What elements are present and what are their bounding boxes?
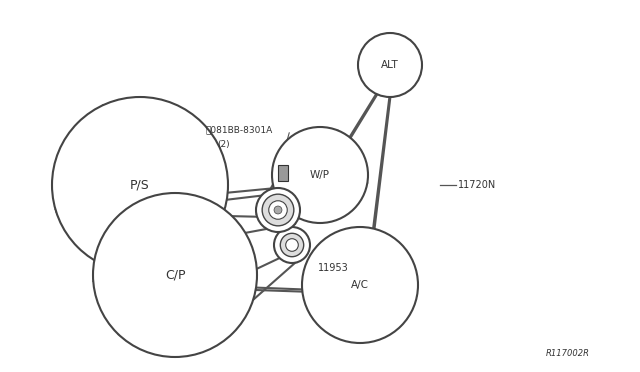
Circle shape xyxy=(302,227,418,343)
Circle shape xyxy=(52,97,228,273)
Circle shape xyxy=(93,193,257,357)
Circle shape xyxy=(274,227,310,263)
Text: P/S: P/S xyxy=(130,179,150,192)
Circle shape xyxy=(358,33,422,97)
Circle shape xyxy=(256,188,300,232)
Circle shape xyxy=(269,201,287,219)
Text: A/C: A/C xyxy=(351,280,369,290)
Text: Ⓑ081BB-8301A: Ⓑ081BB-8301A xyxy=(205,125,272,135)
Circle shape xyxy=(262,194,294,226)
Text: W/P: W/P xyxy=(310,170,330,180)
Circle shape xyxy=(274,206,282,214)
Text: R117002R: R117002R xyxy=(546,349,590,358)
Text: (2): (2) xyxy=(217,140,230,148)
FancyBboxPatch shape xyxy=(278,165,288,181)
Circle shape xyxy=(280,233,304,257)
Text: C/P: C/P xyxy=(164,269,185,282)
Circle shape xyxy=(272,127,368,223)
Text: 11953: 11953 xyxy=(318,263,349,273)
Text: 11720N: 11720N xyxy=(458,180,496,190)
Circle shape xyxy=(285,239,298,251)
Text: ALT: ALT xyxy=(381,60,399,70)
